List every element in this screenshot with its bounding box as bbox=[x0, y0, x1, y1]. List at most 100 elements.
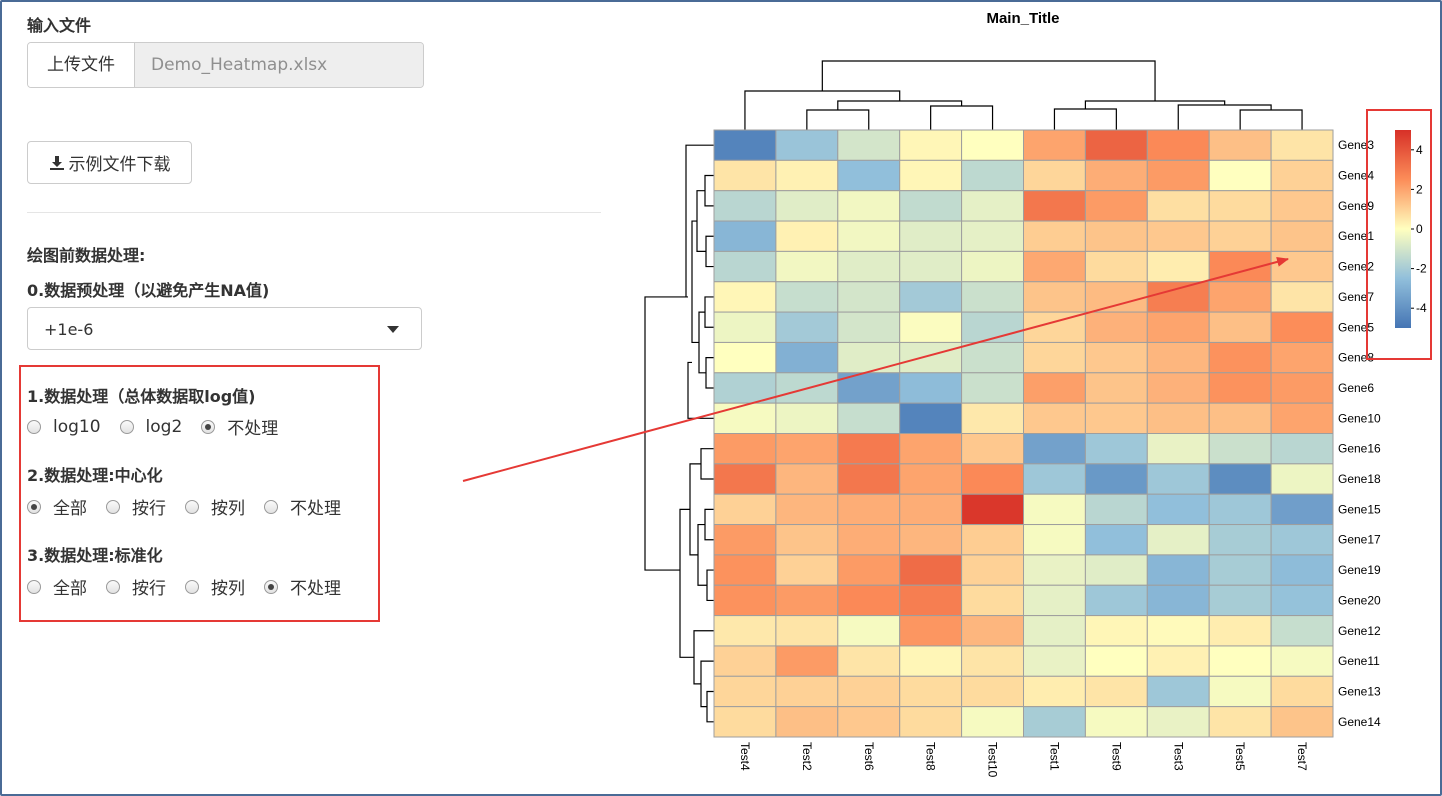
dendrogram-link bbox=[694, 631, 714, 684]
heatmap-cell bbox=[900, 616, 962, 646]
heatmap-cell bbox=[900, 585, 962, 615]
heatmap-cell bbox=[714, 707, 776, 737]
heatmap-cell bbox=[1209, 373, 1271, 403]
dendrogram-link bbox=[690, 464, 701, 555]
heatmap-cell bbox=[962, 494, 1024, 524]
heatmap-cell bbox=[1085, 646, 1147, 676]
heatmap-cell bbox=[962, 191, 1024, 221]
heatmap-cell bbox=[1085, 707, 1147, 737]
legend-tick-label: 0 bbox=[1416, 222, 1423, 236]
heatmap-cell bbox=[776, 555, 838, 585]
heatmap-cell bbox=[900, 312, 962, 342]
heatmap-cell bbox=[1271, 221, 1333, 251]
legend-tick-label: -2 bbox=[1416, 262, 1427, 276]
heatmap-cell bbox=[1209, 555, 1271, 585]
heatmap-cell bbox=[962, 130, 1024, 160]
heatmap-cell bbox=[714, 616, 776, 646]
dendrogram-link bbox=[707, 570, 714, 600]
heatmap-cell bbox=[1271, 525, 1333, 555]
heatmap-cell bbox=[900, 403, 962, 433]
row-label: Gene19 bbox=[1338, 563, 1381, 577]
heatmap-cell bbox=[1147, 282, 1209, 312]
heatmap-cell bbox=[776, 646, 838, 676]
row-label: Gene12 bbox=[1338, 624, 1381, 638]
heatmap-cell bbox=[1271, 434, 1333, 464]
heatmap-cell bbox=[1271, 707, 1333, 737]
dendrogram-link bbox=[707, 691, 714, 721]
dendrogram-link bbox=[822, 61, 1155, 101]
heatmap-cell bbox=[900, 707, 962, 737]
dendrogram-link bbox=[931, 106, 993, 130]
heatmap-cell bbox=[1024, 494, 1086, 524]
heatmap-cell bbox=[962, 676, 1024, 706]
heatmap-cell bbox=[1147, 707, 1209, 737]
column-label: Test3 bbox=[1171, 742, 1185, 771]
heatmap-cell bbox=[1024, 585, 1086, 615]
heatmap-cell bbox=[1147, 160, 1209, 190]
row-label: Gene9 bbox=[1338, 199, 1374, 213]
heatmap-cell bbox=[714, 191, 776, 221]
column-label: Test2 bbox=[800, 742, 814, 771]
row-label: Gene18 bbox=[1338, 472, 1381, 486]
row-label: Gene3 bbox=[1338, 138, 1374, 152]
heatmap-cell bbox=[1209, 464, 1271, 494]
heatmap-plot: Main_Title Gene3Gene4Gene9Gene1Gene2Gene… bbox=[0, 0, 1442, 796]
heatmap-cell bbox=[838, 342, 900, 372]
heatmap-cell bbox=[1209, 130, 1271, 160]
heatmap-cell bbox=[714, 130, 776, 160]
column-label: Test9 bbox=[1109, 742, 1123, 771]
heatmap-cell bbox=[1147, 221, 1209, 251]
heatmap-cell bbox=[1147, 191, 1209, 221]
heatmap-cell bbox=[1271, 130, 1333, 160]
heatmap-cell bbox=[900, 251, 962, 281]
heatmap-cell bbox=[776, 282, 838, 312]
heatmap-cell bbox=[776, 464, 838, 494]
dendrogram-link bbox=[701, 449, 714, 479]
row-label: Gene5 bbox=[1338, 320, 1374, 334]
row-label: Gene16 bbox=[1338, 442, 1381, 456]
heatmap-cell bbox=[838, 191, 900, 221]
heatmap-cell bbox=[1209, 282, 1271, 312]
heatmap-cell bbox=[900, 555, 962, 585]
heatmap-cell bbox=[714, 555, 776, 585]
heatmap-cell bbox=[838, 525, 900, 555]
heatmap-cell bbox=[1147, 130, 1209, 160]
heatmap-cell bbox=[714, 494, 776, 524]
heatmap-cell bbox=[1147, 464, 1209, 494]
dendrogram-link bbox=[1054, 109, 1116, 130]
color-legend: 4 2 0 -2 -4 bbox=[1395, 130, 1427, 328]
heatmap-cell bbox=[714, 646, 776, 676]
column-label: Test10 bbox=[986, 742, 1000, 778]
row-label: Gene2 bbox=[1338, 260, 1374, 274]
row-label: Gene20 bbox=[1338, 593, 1381, 607]
dendrogram-link bbox=[686, 145, 714, 297]
heatmap-cell bbox=[962, 707, 1024, 737]
column-label: Test4 bbox=[738, 742, 752, 771]
legend-bar bbox=[1395, 130, 1411, 328]
heatmap-cell bbox=[1024, 707, 1086, 737]
row-label: Gene4 bbox=[1338, 169, 1374, 183]
heatmap-cell bbox=[714, 434, 776, 464]
heatmap-cell bbox=[1024, 342, 1086, 372]
heatmap-cell bbox=[1085, 312, 1147, 342]
heatmap-cell bbox=[1271, 282, 1333, 312]
dendrogram-link bbox=[807, 110, 869, 130]
row-label: Gene14 bbox=[1338, 715, 1381, 729]
heatmap-cell bbox=[1209, 707, 1271, 737]
heatmap-cell bbox=[776, 251, 838, 281]
heatmap-cell bbox=[714, 282, 776, 312]
heatmap-cell bbox=[838, 434, 900, 464]
heatmap-cell bbox=[714, 585, 776, 615]
heatmap-cell bbox=[838, 130, 900, 160]
dendrogram-link bbox=[688, 362, 714, 418]
heatmap-cell bbox=[900, 676, 962, 706]
heatmap-cell bbox=[1147, 494, 1209, 524]
heatmap-cell bbox=[776, 616, 838, 646]
heatmap-cell bbox=[1271, 676, 1333, 706]
heatmap-cell bbox=[1024, 464, 1086, 494]
heatmap-cell bbox=[776, 221, 838, 251]
heatmap-cell bbox=[776, 191, 838, 221]
heatmap-cell bbox=[962, 434, 1024, 464]
column-label: Test8 bbox=[924, 742, 938, 771]
heatmap-cell bbox=[714, 403, 776, 433]
